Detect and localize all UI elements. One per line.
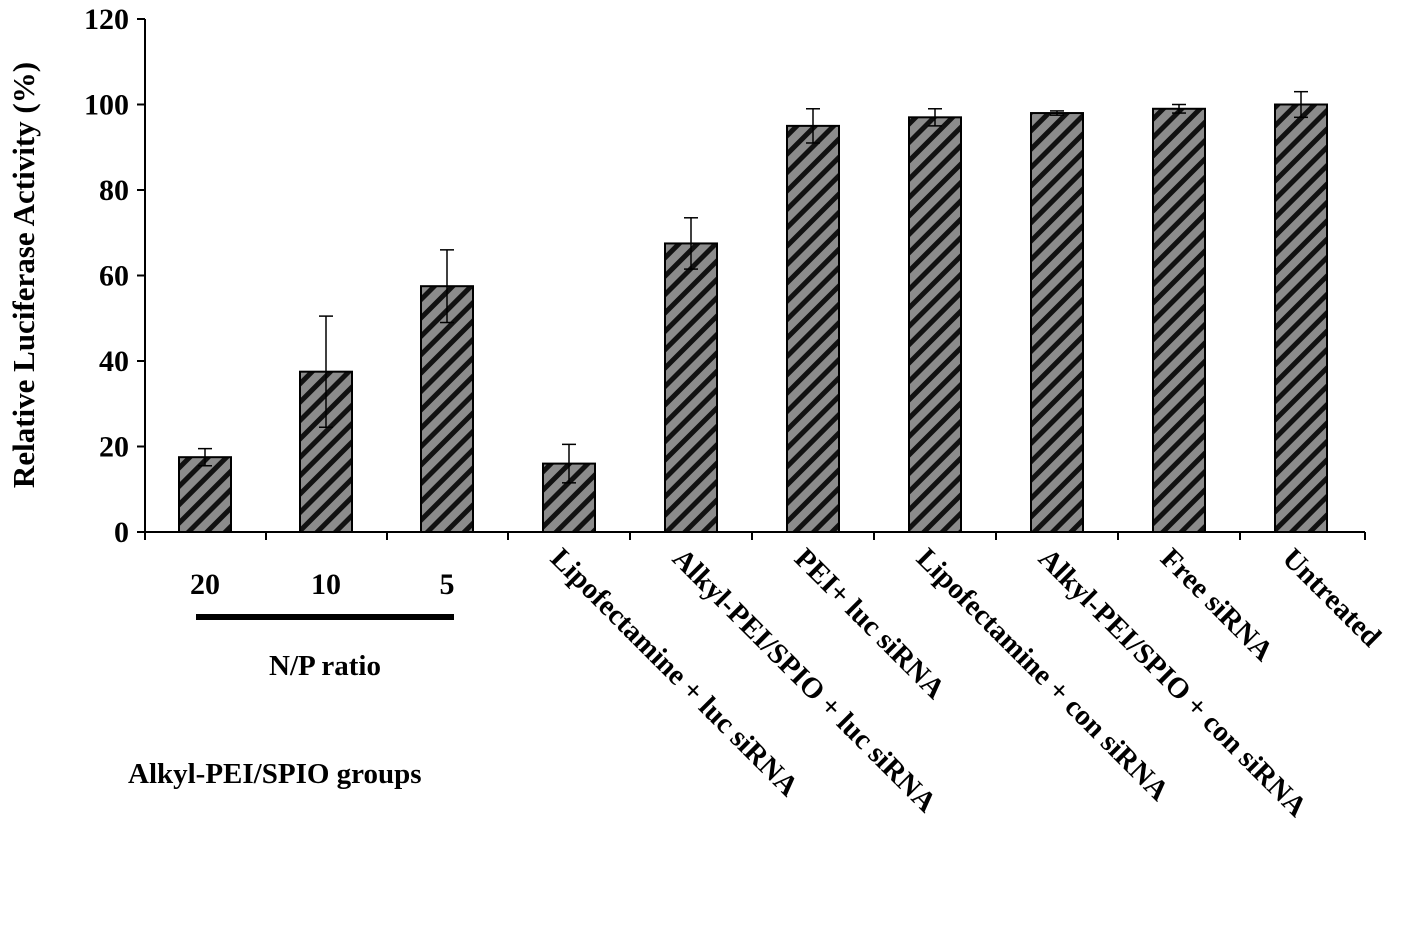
bars <box>178 103 1328 534</box>
bar <box>786 124 840 533</box>
y-axis-ticks: 0 20 40 60 80 100 120 <box>84 3 145 549</box>
y-tick-label: 20 <box>99 431 129 464</box>
bar <box>664 242 718 533</box>
x-tick-label: Free siRNA <box>1154 542 1279 667</box>
y-tick-label: 0 <box>114 516 129 549</box>
x-tick-label: 10 <box>311 568 341 601</box>
error-bars <box>198 90 1308 484</box>
bar <box>420 285 474 533</box>
group-label: Alkyl-PEI/SPIO groups <box>128 758 422 790</box>
bar <box>178 456 232 533</box>
y-axis-title: Relative Luciferase Activity (%) <box>6 62 41 488</box>
bar <box>1274 103 1328 533</box>
x-tick-label: Lipofectamine + con siRNA <box>910 542 1175 807</box>
y-tick-label: 120 <box>84 3 129 36</box>
y-tick-label: 40 <box>99 345 129 378</box>
bar <box>1152 107 1206 534</box>
np-ratio-label: N/P ratio <box>269 650 381 682</box>
x-tick-label: Untreated <box>1276 542 1387 653</box>
bar <box>908 116 962 533</box>
x-tick-label: 5 <box>440 568 455 601</box>
y-tick-label: 80 <box>99 174 129 207</box>
x-tick-label: Alkyl-PEI/SPIO + luc siRNA <box>666 542 942 818</box>
x-tick-label: 20 <box>190 568 220 601</box>
y-tick-label: 100 <box>84 89 129 122</box>
bar <box>1030 112 1084 534</box>
y-tick-label: 60 <box>99 260 129 293</box>
x-tick-label: Lipofectamine + luc siRNA <box>544 542 804 802</box>
